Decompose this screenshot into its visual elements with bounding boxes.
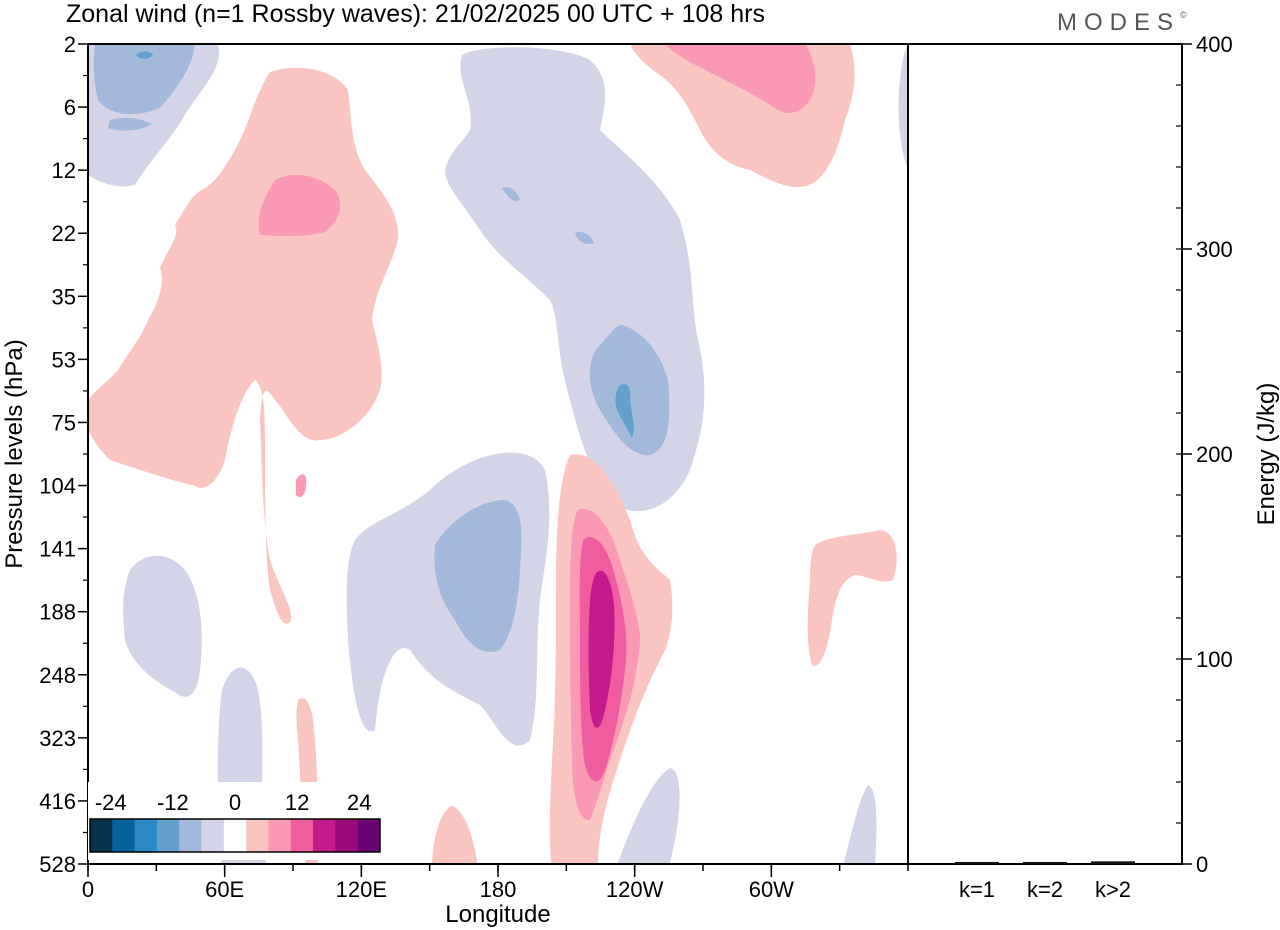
colorbar-swatch <box>268 819 292 852</box>
energy-bars: k=1 k=2 k>2 <box>955 861 1135 902</box>
energy-tick-label: 400 <box>1196 32 1233 57</box>
energy-panel-frame <box>907 43 1183 865</box>
neg-region-right-edge <box>898 44 908 170</box>
pos-region-right-mid <box>807 530 897 666</box>
colorbar-swatch <box>201 819 225 852</box>
y-axis-label: Pressure levels (hPa) <box>1 339 28 568</box>
y-tick-label: 12 <box>52 158 76 183</box>
y-tick-label: 248 <box>39 663 76 688</box>
y-tick-label: 53 <box>52 347 76 372</box>
y-tick-label: 104 <box>39 474 76 499</box>
y-tick-label: 416 <box>39 789 76 814</box>
x-tick-label: 120E <box>336 877 387 902</box>
y-tick-label: 2 <box>64 32 76 57</box>
energy-tick-label: 200 <box>1196 442 1233 467</box>
y-tick-label: 22 <box>52 221 76 246</box>
colorbar-swatch <box>134 819 158 852</box>
colorbar-label: 12 <box>285 790 309 815</box>
neg-region-mid-lower-core <box>434 500 522 652</box>
neg-region-speck-1 <box>502 187 520 201</box>
neg-region-top-left-dot <box>136 51 153 59</box>
y-tick-label: 75 <box>52 410 76 435</box>
zonal-wind-field <box>88 44 908 864</box>
colorbar-swatch <box>290 819 314 852</box>
colorbar-label: -12 <box>157 790 189 815</box>
energy-tick-label: 300 <box>1196 237 1233 262</box>
x-tick-label: 60W <box>749 877 794 902</box>
neg-region-central-max <box>615 384 634 438</box>
brand-mark: © <box>1180 10 1187 20</box>
pos-region-jet-max <box>588 570 615 728</box>
x-tick-label: 180 <box>480 877 517 902</box>
colorbar-frame <box>89 818 381 853</box>
colorbar-swatch <box>246 819 269 852</box>
energy-category-label: k=1 <box>959 877 995 902</box>
energy-bar-1 <box>955 861 999 864</box>
neg-region-speck-2 <box>575 232 594 244</box>
chart-title: Zonal wind (n=1 Rossby waves): 21/02/202… <box>66 0 765 28</box>
neg-region-top-left-core <box>93 44 195 115</box>
colorbar-swatch <box>223 819 247 852</box>
energy-tick-label: 100 <box>1196 647 1233 672</box>
energy-axis-label: Energy (J/kg) <box>1253 383 1280 526</box>
pos-region-small-spot <box>296 474 307 497</box>
x-axis: 0 60E 120E 180 120W 60W <box>82 864 909 902</box>
neg-region-left-lower <box>123 555 202 697</box>
x-tick-label: 120W <box>606 877 664 902</box>
energy-axis: 0 100 200 300 400 <box>1176 32 1233 877</box>
energy-category-label: k=2 <box>1027 877 1063 902</box>
colorbar-swatch <box>357 819 381 852</box>
x-axis-label: Longitude <box>445 901 550 928</box>
neg-region-central-band <box>445 47 705 512</box>
neg-region-top-left-spot <box>108 117 152 131</box>
modes-logo: MODES© <box>1057 9 1187 37</box>
y-tick-label: 188 <box>39 600 76 625</box>
pos-region-top-right-core <box>665 44 816 113</box>
colorbar-swatch <box>112 819 136 852</box>
colorbar-swatch <box>90 819 113 852</box>
neg-region-bottom-mid <box>617 768 680 864</box>
y-tick-label: 323 <box>39 726 76 751</box>
energy-tick-label: 0 <box>1196 852 1208 877</box>
y-axis: 2 6 12 22 35 53 75 104 141 188 248 323 416 528 <box>39 32 88 877</box>
brand-text: MODES <box>1057 9 1181 36</box>
energy-bar-2 <box>1023 861 1067 864</box>
colorbar-label: 0 <box>229 790 241 815</box>
y-tick-label: 6 <box>64 95 76 120</box>
pos-region-upper-left-core <box>258 174 341 237</box>
y-tick-label: 35 <box>52 284 76 309</box>
energy-bar-3 <box>1091 861 1135 864</box>
neg-region-bottom-right <box>843 785 877 864</box>
y-tick-label: 141 <box>39 537 76 562</box>
colorbar-swatch <box>156 819 180 852</box>
energy-category-label: k>2 <box>1095 877 1131 902</box>
colorbar-swatch <box>335 819 359 852</box>
y-tick-label: 528 <box>39 852 76 877</box>
colorbar-label: -24 <box>95 790 127 815</box>
colorbar: -24 -12 0 12 24 <box>88 782 382 860</box>
colorbar-swatch <box>179 819 203 852</box>
colorbar-label: 24 <box>347 790 371 815</box>
x-tick-label: 0 <box>82 877 94 902</box>
colorbar-swatch <box>313 819 336 852</box>
x-tick-label: 60E <box>205 877 244 902</box>
pos-region-bottom-left <box>432 806 478 864</box>
